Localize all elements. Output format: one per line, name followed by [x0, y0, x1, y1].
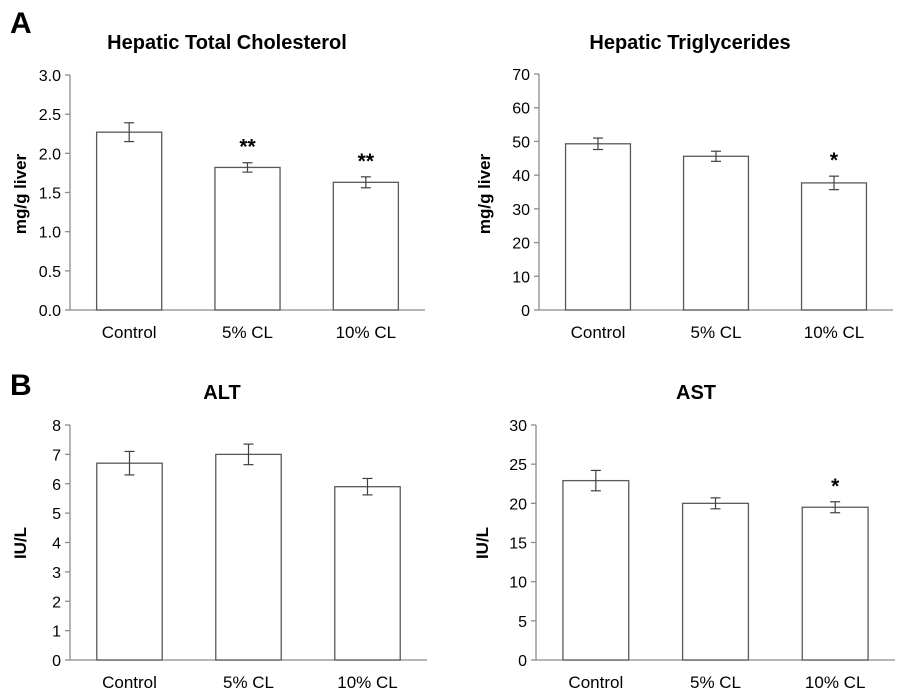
y-tick-label: 30: [512, 202, 530, 219]
y-tick-label: 50: [512, 134, 530, 151]
y-tick-label: 10: [512, 269, 530, 286]
bar: [96, 462, 163, 661]
y-tick-label: 20: [509, 496, 527, 513]
y-tick-label: 8: [52, 418, 61, 435]
x-tick-label: 10% CL: [336, 323, 396, 342]
y-tick-label: 30: [509, 418, 527, 435]
y-tick-label: 70: [512, 67, 530, 84]
y-tick-label: 1.5: [39, 186, 61, 203]
x-tick-label: Control: [102, 673, 157, 692]
x-tick-label: 5% CL: [690, 323, 741, 342]
x-tick-label: 5% CL: [690, 673, 741, 692]
y-tick-label: 1: [52, 624, 61, 641]
bar: [562, 479, 630, 661]
y-tick-label: 2.0: [39, 146, 61, 163]
significance-label: **: [239, 136, 256, 159]
y-tick-label: 0: [518, 653, 527, 670]
y-axis-label: IU/L: [11, 527, 30, 559]
y-tick-label: 0.5: [39, 264, 61, 281]
y-tick-label: 3: [52, 565, 61, 582]
y-tick-label: 2.5: [39, 107, 61, 124]
bar: [95, 131, 163, 311]
x-tick-label: 5% CL: [223, 673, 274, 692]
bar: [214, 166, 281, 311]
x-tick-label: 5% CL: [222, 323, 273, 342]
y-tick-label: 5: [518, 614, 527, 631]
panel-letter-b: B: [10, 369, 32, 402]
panel-letter-a: A: [10, 7, 32, 40]
bar: [800, 182, 868, 311]
y-tick-label: 1.0: [39, 225, 61, 242]
y-tick-label: 10: [509, 575, 527, 592]
y-tick-label: 20: [512, 236, 530, 253]
x-tick-label: 10% CL: [804, 323, 864, 342]
y-tick-label: 7: [52, 447, 61, 464]
y-tick-label: 5: [52, 506, 61, 523]
y-tick-label: 40: [512, 168, 530, 185]
y-tick-label: 0.0: [39, 303, 61, 320]
significance-label: *: [830, 149, 839, 172]
chart-title: Hepatic Triglycerides: [589, 32, 790, 54]
chart-hepatic-triglycerides: Hepatic Triglycerides mg/g liver 0 10 20 30…: [475, 32, 893, 342]
chart-hepatic-total-cholesterol: Hepatic Total Cholesterol mg/g liver 0.0…: [11, 32, 425, 342]
x-tick-label: Control: [102, 323, 157, 342]
significance-label: *: [831, 475, 840, 498]
y-tick-label: 2: [52, 594, 61, 611]
chart-title: AST: [676, 382, 716, 404]
chart-alt: ALT IU/L 0 1 2 3 4 5 6 7 8 Control 5% CL 10% CL: [11, 382, 427, 692]
bar: [682, 155, 750, 311]
y-axis-label: IU/L: [473, 527, 492, 559]
bar: [332, 181, 400, 311]
bar: [215, 453, 282, 661]
bar: [564, 143, 632, 311]
y-axis-label: mg/g liver: [11, 153, 30, 234]
x-tick-label: Control: [571, 323, 626, 342]
x-tick-label: Control: [568, 673, 623, 692]
y-axis-label: mg/g liver: [475, 153, 494, 234]
y-tick-label: 0: [52, 653, 61, 670]
significance-label: **: [358, 150, 375, 173]
bar: [334, 486, 401, 661]
y-tick-label: 25: [509, 457, 527, 474]
y-tick-label: 4: [52, 536, 61, 553]
chart-title: Hepatic Total Cholesterol: [107, 32, 347, 54]
y-tick-label: 0: [521, 303, 530, 320]
chart-ast: AST IU/L 0 5 10 15 20 25 30 Control 5% CL 10% CL *: [473, 382, 895, 692]
x-tick-label: 10% CL: [337, 673, 397, 692]
y-tick-label: 60: [512, 101, 530, 118]
y-tick-label: 15: [509, 536, 527, 553]
y-tick-label: 3.0: [39, 68, 61, 85]
chart-title: ALT: [203, 382, 240, 404]
x-tick-label: 10% CL: [805, 673, 865, 692]
bar: [681, 502, 750, 661]
bar: [801, 506, 869, 661]
y-tick-label: 6: [52, 477, 61, 494]
